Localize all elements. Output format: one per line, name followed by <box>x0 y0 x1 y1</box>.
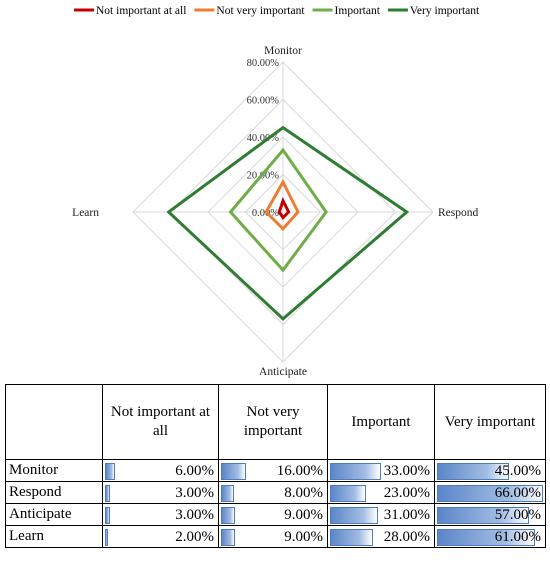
cell-value: 3.00% <box>175 506 214 523</box>
row-label: Learn <box>5 525 103 548</box>
cell-value: 2.00% <box>175 528 214 545</box>
cell-value: 23.00% <box>383 484 430 501</box>
data-bar <box>221 528 236 546</box>
table-cell: 6.00% <box>102 459 219 482</box>
table-cell: 3.00% <box>102 503 219 526</box>
series-not-important-at-all <box>277 196 291 220</box>
table-row: Anticipate 3.00% 9.00% 31.00% 57.00% <box>5 503 546 526</box>
table-cell: 31.00% <box>327 503 435 526</box>
table-cell: 16.00% <box>218 459 328 482</box>
cell-value: 31.00% <box>383 506 430 523</box>
axis-label-monitor: Monitor <box>264 45 302 57</box>
row-label: Respond <box>5 481 103 504</box>
data-bar <box>330 484 366 502</box>
table-cell: 61.00% <box>434 525 546 548</box>
table-header-not-very-important: Not very important <box>218 384 328 460</box>
legend-label-not-very-important: Not very important <box>216 5 305 17</box>
cell-value: 8.00% <box>284 484 323 501</box>
data-bar <box>105 484 111 502</box>
table-row: Learn 2.00% 9.00% 28.00% 61.00% <box>5 525 546 548</box>
table-cell: 2.00% <box>102 525 219 548</box>
cell-value: 57.00% <box>494 506 541 523</box>
cell-value: 45.00% <box>494 462 541 479</box>
series-important <box>228 147 328 273</box>
table-header-not-important-at-all: Not important at all <box>102 384 219 460</box>
cell-value: 33.00% <box>383 462 430 479</box>
table-cell: 3.00% <box>102 481 219 504</box>
table-cell: 8.00% <box>218 481 328 504</box>
radar-chart: 0.00% 20.00% 40.00% 60.00% 80.00% Monitor Resp… <box>72 5 480 378</box>
data-bar <box>330 462 381 480</box>
table-header-very-important: Very important <box>434 384 546 460</box>
cell-value: 9.00% <box>284 528 323 545</box>
table-cell: 28.00% <box>327 525 435 548</box>
table-cell: 45.00% <box>434 459 546 482</box>
row-label: Anticipate <box>5 503 103 526</box>
legend-label-not-important-at-all: Not important at all <box>96 5 186 17</box>
data-bar <box>437 462 510 480</box>
data-bar <box>437 528 535 546</box>
data-bar <box>330 528 374 546</box>
cell-value: 9.00% <box>284 506 323 523</box>
data-bar <box>221 462 247 480</box>
legend-label-very-important: Very important <box>410 5 480 17</box>
table-cell: 9.00% <box>218 503 328 526</box>
summary-table: Not important at all Not very important … <box>5 384 546 548</box>
table-header-important: Important <box>327 384 435 460</box>
data-bar <box>437 506 529 524</box>
series-not-very-important <box>264 178 300 232</box>
data-bar <box>330 506 378 524</box>
cell-value: 16.00% <box>276 462 323 479</box>
table-cell: 66.00% <box>434 481 546 504</box>
table-row: Monitor 6.00% 16.00% 33.00% 45.00% <box>5 459 546 482</box>
table-cell: 23.00% <box>327 481 435 504</box>
data-bar <box>221 506 236 524</box>
axis-label-anticipate: Anticipate <box>259 366 307 378</box>
tick-label: 80.00% <box>247 58 280 69</box>
data-bar <box>105 528 109 546</box>
row-label: Monitor <box>5 459 103 482</box>
data-bar <box>105 462 116 480</box>
legend: Not important at all Not very important Im… <box>74 5 480 17</box>
legend-label-important: Important <box>335 5 381 17</box>
table-row: Respond 3.00% 8.00% 23.00% 66.00% <box>5 481 546 504</box>
cell-value: 28.00% <box>383 528 430 545</box>
table-cell: 57.00% <box>434 503 546 526</box>
cell-value: 66.00% <box>494 484 541 501</box>
table-header-corner <box>5 384 103 460</box>
table-header-row: Not important at all Not very important … <box>5 384 546 460</box>
cell-value: 6.00% <box>175 462 214 479</box>
table-cell: 33.00% <box>327 459 435 482</box>
data-bar <box>105 506 111 524</box>
cell-value: 3.00% <box>175 484 214 501</box>
tick-label: 40.00% <box>247 133 280 144</box>
cell-value: 61.00% <box>494 528 541 545</box>
axis-label-respond: Respond <box>438 207 479 219</box>
series-very-important <box>166 125 410 321</box>
tick-label: 60.00% <box>247 96 280 107</box>
table-cell: 9.00% <box>218 525 328 548</box>
data-bar <box>221 484 234 502</box>
radar-chart-svg: 0.00%20.00%40.00%60.00%80.00%MonitorResp… <box>72 5 480 378</box>
axis-label-learn: Learn <box>72 207 99 219</box>
data-bar <box>437 484 543 502</box>
